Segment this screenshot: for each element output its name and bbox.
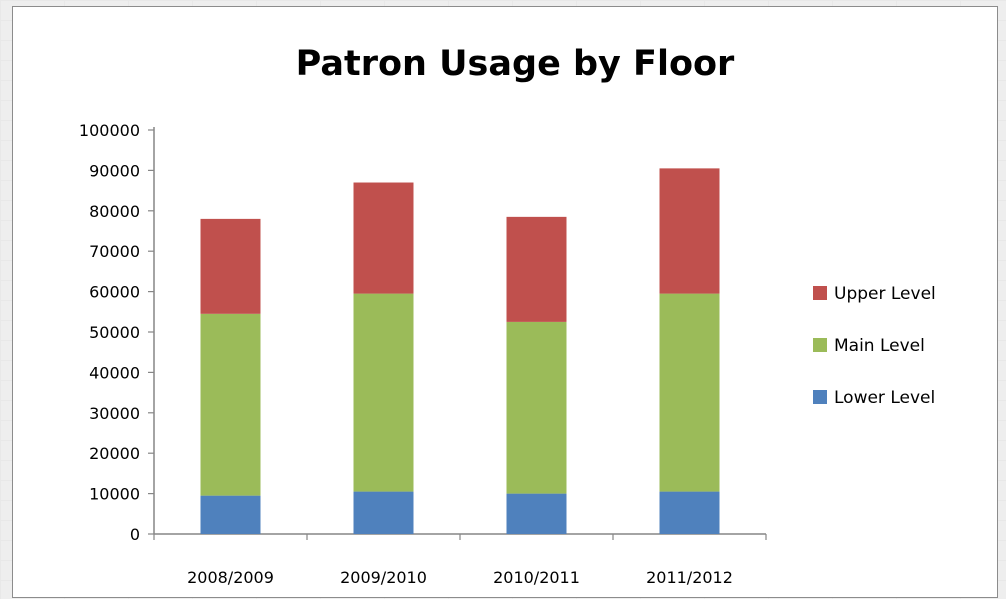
bar-segment-upper-level[interactable] bbox=[659, 168, 720, 294]
chart-svg: Patron Usage by Floor 100000900008000070… bbox=[79, 44, 936, 587]
y-tick-label: 20000 bbox=[89, 444, 140, 463]
bar-segment-main-level[interactable] bbox=[353, 293, 414, 492]
y-tick-label: 80000 bbox=[89, 202, 140, 221]
bar-segment-main-level[interactable] bbox=[200, 313, 261, 496]
legend-label-main-level: Main Level bbox=[834, 336, 925, 356]
bar-segment-lower-level[interactable] bbox=[506, 493, 567, 534]
y-tick-label: 70000 bbox=[89, 242, 140, 261]
y-tick-label: 0 bbox=[130, 525, 140, 544]
bar-segment-upper-level[interactable] bbox=[353, 182, 414, 294]
legend-swatch-main-level bbox=[813, 338, 827, 352]
bar-segment-lower-level[interactable] bbox=[200, 495, 261, 534]
y-tick-label: 10000 bbox=[89, 485, 140, 504]
y-tick-label: 30000 bbox=[89, 404, 140, 423]
y-tick-label: 60000 bbox=[89, 283, 140, 302]
bar-segment-upper-level[interactable] bbox=[506, 216, 567, 322]
bar-segment-upper-level[interactable] bbox=[200, 218, 261, 314]
bar-segment-main-level[interactable] bbox=[506, 321, 567, 494]
chart-title: Patron Usage by Floor bbox=[296, 44, 735, 84]
y-axis: 1000009000080000700006000050000400003000… bbox=[79, 121, 155, 544]
legend[interactable]: Upper Level Main Level Lower Level bbox=[813, 284, 936, 408]
legend-label-lower-level: Lower Level bbox=[834, 388, 935, 408]
legend-swatch-upper-level bbox=[813, 286, 827, 300]
legend-swatch-lower-level bbox=[813, 390, 827, 404]
y-tick-label: 40000 bbox=[89, 363, 140, 382]
x-tick-label: 2009/2010 bbox=[340, 568, 427, 587]
bar-segment-main-level[interactable] bbox=[659, 293, 720, 492]
x-tick-label: 2008/2009 bbox=[187, 568, 274, 587]
legend-label-upper-level: Upper Level bbox=[834, 284, 936, 304]
y-tick-label: 100000 bbox=[79, 121, 140, 140]
chart-area[interactable]: Patron Usage by Floor 100000 90000 80000 70… bbox=[12, 6, 998, 598]
x-tick-label: 2010/2011 bbox=[493, 568, 580, 587]
bar-segment-lower-level[interactable] bbox=[353, 491, 414, 534]
y-tick-label: 90000 bbox=[89, 161, 140, 180]
x-tick-label: 2011/2012 bbox=[646, 568, 733, 587]
bar-segment-lower-level[interactable] bbox=[659, 491, 720, 534]
y-tick-label: 50000 bbox=[89, 323, 140, 342]
x-axis: 2008/2009 2009/2010 2010/2011 2011/2012 bbox=[153, 533, 767, 587]
bars bbox=[200, 168, 720, 534]
